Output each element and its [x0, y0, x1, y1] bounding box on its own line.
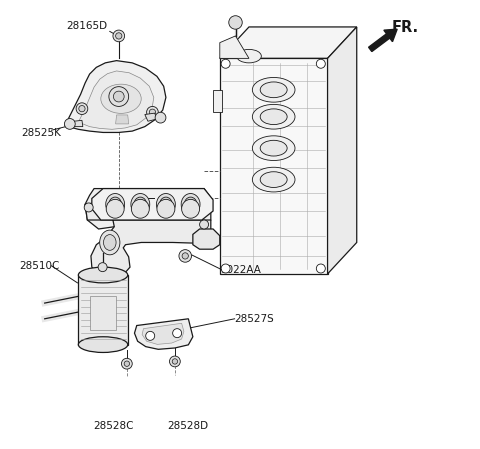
Ellipse shape	[160, 197, 172, 211]
Ellipse shape	[260, 140, 287, 156]
Ellipse shape	[260, 109, 287, 125]
Circle shape	[109, 87, 129, 106]
Text: 28525K: 28525K	[21, 128, 61, 137]
Polygon shape	[220, 36, 249, 58]
Ellipse shape	[109, 197, 121, 211]
Polygon shape	[91, 296, 116, 330]
Ellipse shape	[106, 199, 124, 218]
Circle shape	[229, 16, 242, 29]
Text: 28165D: 28165D	[66, 21, 108, 31]
Ellipse shape	[252, 167, 295, 192]
Circle shape	[172, 359, 178, 364]
Ellipse shape	[131, 194, 150, 215]
Circle shape	[76, 103, 88, 114]
Circle shape	[79, 106, 85, 112]
Ellipse shape	[132, 199, 149, 218]
Circle shape	[84, 203, 93, 212]
Polygon shape	[78, 275, 128, 345]
Polygon shape	[327, 27, 357, 274]
Ellipse shape	[101, 84, 141, 113]
Polygon shape	[213, 90, 222, 112]
Ellipse shape	[260, 82, 287, 97]
Circle shape	[221, 264, 230, 273]
Circle shape	[155, 112, 166, 123]
Circle shape	[149, 109, 156, 115]
Text: 28528D: 28528D	[167, 421, 208, 431]
Circle shape	[146, 331, 155, 340]
Text: 28521A: 28521A	[154, 192, 194, 202]
Ellipse shape	[252, 136, 295, 161]
Text: 28510C: 28510C	[19, 260, 60, 270]
Circle shape	[98, 263, 107, 272]
Polygon shape	[85, 203, 211, 277]
Polygon shape	[92, 189, 213, 220]
Text: FR.: FR.	[392, 20, 419, 35]
Circle shape	[169, 356, 180, 367]
Circle shape	[316, 59, 325, 68]
Circle shape	[200, 220, 209, 229]
Polygon shape	[134, 319, 193, 349]
Polygon shape	[220, 27, 357, 58]
Ellipse shape	[184, 197, 197, 211]
Ellipse shape	[181, 199, 200, 218]
Polygon shape	[65, 61, 166, 132]
Polygon shape	[145, 113, 157, 121]
Polygon shape	[74, 120, 83, 127]
Circle shape	[316, 264, 325, 273]
Ellipse shape	[157, 199, 175, 218]
Polygon shape	[220, 58, 327, 274]
Ellipse shape	[78, 337, 128, 352]
Ellipse shape	[104, 234, 116, 251]
Circle shape	[179, 250, 192, 262]
Polygon shape	[78, 71, 154, 129]
Ellipse shape	[252, 77, 295, 102]
Circle shape	[113, 30, 125, 42]
Text: 28527S: 28527S	[235, 314, 275, 324]
Circle shape	[116, 33, 122, 39]
Ellipse shape	[156, 194, 175, 215]
Circle shape	[173, 329, 181, 338]
Circle shape	[146, 106, 158, 118]
Circle shape	[221, 59, 230, 68]
FancyArrow shape	[369, 29, 397, 52]
Ellipse shape	[260, 172, 287, 188]
Text: 28528C: 28528C	[93, 421, 133, 431]
Circle shape	[64, 119, 75, 129]
Circle shape	[113, 91, 124, 102]
Polygon shape	[142, 323, 184, 344]
Ellipse shape	[181, 194, 200, 215]
Circle shape	[121, 358, 132, 369]
Ellipse shape	[106, 194, 125, 215]
Polygon shape	[116, 115, 129, 124]
Ellipse shape	[134, 197, 146, 211]
Ellipse shape	[252, 105, 295, 129]
Ellipse shape	[78, 267, 128, 283]
Circle shape	[124, 361, 130, 366]
Ellipse shape	[237, 49, 261, 63]
Polygon shape	[85, 189, 211, 229]
Ellipse shape	[100, 230, 120, 255]
Circle shape	[182, 253, 188, 259]
Polygon shape	[193, 229, 220, 249]
Text: 1022AA: 1022AA	[221, 264, 262, 274]
